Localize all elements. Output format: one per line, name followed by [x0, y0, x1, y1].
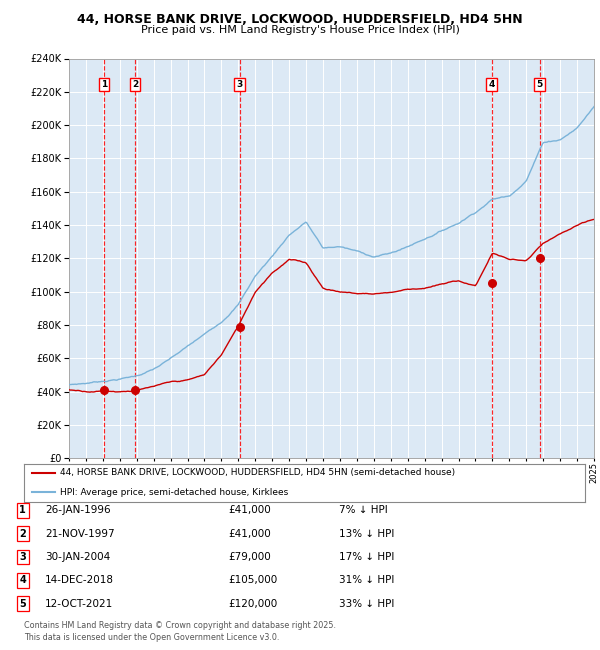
Text: 3: 3: [236, 80, 243, 89]
Text: 5: 5: [536, 80, 543, 89]
Text: HPI: Average price, semi-detached house, Kirklees: HPI: Average price, semi-detached house,…: [61, 488, 289, 497]
Text: £79,000: £79,000: [228, 552, 271, 562]
Text: 12-OCT-2021: 12-OCT-2021: [45, 599, 113, 609]
Text: 14-DEC-2018: 14-DEC-2018: [45, 575, 114, 586]
Text: £120,000: £120,000: [228, 599, 277, 609]
Text: 17% ↓ HPI: 17% ↓ HPI: [339, 552, 394, 562]
Text: 2: 2: [132, 80, 138, 89]
Text: 33% ↓ HPI: 33% ↓ HPI: [339, 599, 394, 609]
Text: 21-NOV-1997: 21-NOV-1997: [45, 528, 115, 539]
Text: 31% ↓ HPI: 31% ↓ HPI: [339, 575, 394, 586]
Text: £41,000: £41,000: [228, 505, 271, 515]
Text: 44, HORSE BANK DRIVE, LOCKWOOD, HUDDERSFIELD, HD4 5HN (semi-detached house): 44, HORSE BANK DRIVE, LOCKWOOD, HUDDERSF…: [61, 468, 455, 477]
Text: 1: 1: [101, 80, 107, 89]
Text: 30-JAN-2004: 30-JAN-2004: [45, 552, 110, 562]
Text: Contains HM Land Registry data © Crown copyright and database right 2025.
This d: Contains HM Land Registry data © Crown c…: [24, 621, 336, 642]
Text: 13% ↓ HPI: 13% ↓ HPI: [339, 528, 394, 539]
Text: £41,000: £41,000: [228, 528, 271, 539]
Text: 4: 4: [19, 575, 26, 586]
Text: 4: 4: [488, 80, 495, 89]
Text: £105,000: £105,000: [228, 575, 277, 586]
Text: 3: 3: [19, 552, 26, 562]
Text: 1: 1: [19, 505, 26, 515]
Text: 2: 2: [19, 528, 26, 539]
Text: 26-JAN-1996: 26-JAN-1996: [45, 505, 110, 515]
Text: Price paid vs. HM Land Registry's House Price Index (HPI): Price paid vs. HM Land Registry's House …: [140, 25, 460, 34]
Text: 5: 5: [19, 599, 26, 609]
Text: 7% ↓ HPI: 7% ↓ HPI: [339, 505, 388, 515]
Text: 44, HORSE BANK DRIVE, LOCKWOOD, HUDDERSFIELD, HD4 5HN: 44, HORSE BANK DRIVE, LOCKWOOD, HUDDERSF…: [77, 13, 523, 26]
